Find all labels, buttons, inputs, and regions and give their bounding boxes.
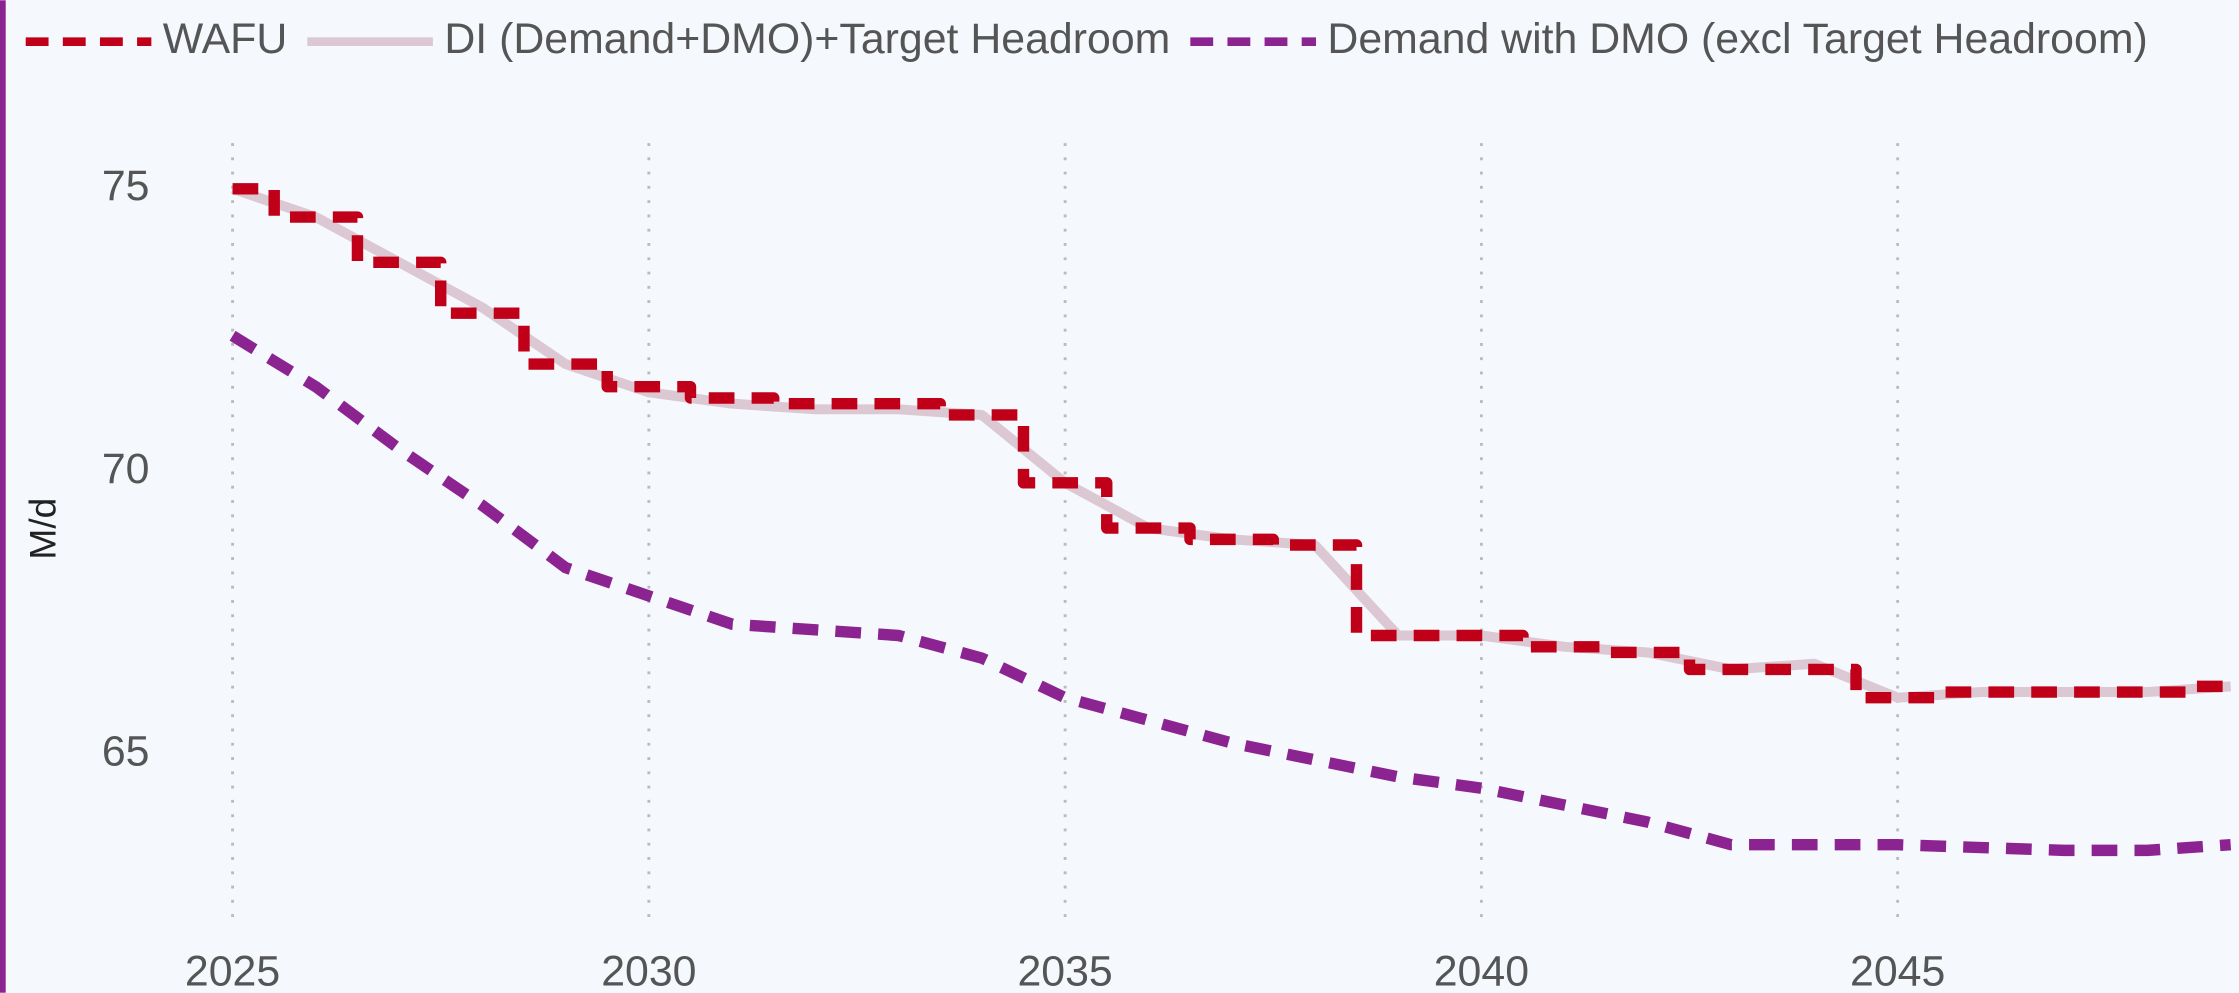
y-tick-label: 75 <box>102 162 150 210</box>
legend-label: WAFU <box>163 15 288 63</box>
series-line <box>232 183 2231 704</box>
x-tick-label: 2025 <box>185 947 280 993</box>
x-tick-label: 2040 <box>1434 947 1529 993</box>
y-axis-label: M/d <box>22 498 64 560</box>
y-tick-label: 70 <box>102 445 150 493</box>
series-line <box>230 184 2232 703</box>
legend-label: DI (Demand+DMO)+Target Headroom <box>444 15 1170 63</box>
x-tick-label: 2030 <box>601 947 696 993</box>
y-tick-label: 65 <box>102 728 150 776</box>
legend-label: Demand with DMO (excl Target Headroom) <box>1327 15 2147 63</box>
x-tick-label: 2045 <box>1850 947 1945 993</box>
left-border <box>0 0 6 993</box>
x-tick-label: 2035 <box>1017 947 1112 993</box>
series-line <box>229 330 2232 857</box>
